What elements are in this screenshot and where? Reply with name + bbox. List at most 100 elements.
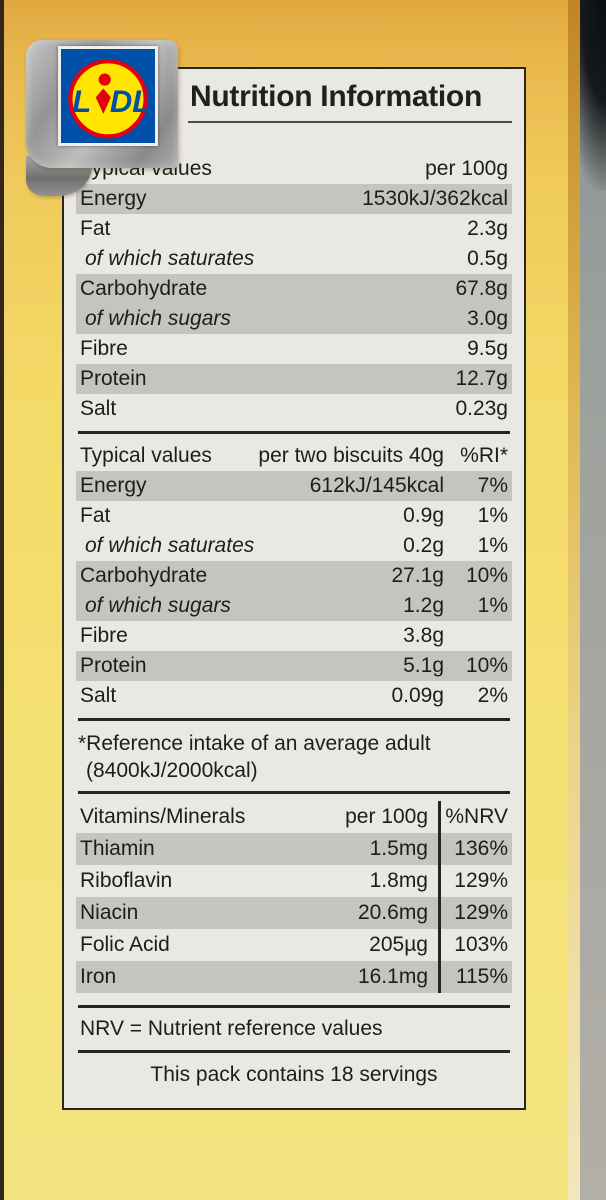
lidl-wordmark-l: L: [72, 84, 91, 119]
footnote-line: *Reference intake of an average adult: [78, 732, 431, 755]
column-header-per-serving: per two biscuits 40g: [258, 444, 444, 468]
nutrient-ri: 2%: [477, 684, 508, 708]
lidl-logo: L DL: [58, 46, 158, 146]
servings-note: This pack contains 18 servings: [150, 1063, 438, 1087]
row-salt: Salt 0.09g 2%: [76, 681, 512, 711]
row-riboflavin: Riboflavin 1.8mg 129%: [76, 865, 512, 897]
row-iron: Iron 16.1mg 115%: [76, 961, 512, 993]
column-header-per-100g: per 100g: [345, 805, 428, 829]
nutrient-value: 612kJ/145kcal: [309, 474, 444, 498]
nutrient-value: 1530kJ/362kcal: [362, 187, 508, 211]
nutrient-value: 3.0g: [467, 307, 508, 331]
table-vitamins-minerals: Vitamins/Minerals per 100g %NRV Thiamin …: [76, 801, 512, 993]
nutrient-nrv: 136%: [438, 833, 512, 865]
nutrient-value: 5.1g: [403, 654, 444, 678]
nutrient-label: of which saturates: [85, 247, 255, 271]
nrv-definition-note: NRV = Nutrient reference values: [80, 1017, 383, 1041]
table-header-row: Typical values per two biscuits 40g %RI*: [76, 441, 512, 471]
section-divider: [78, 1050, 510, 1053]
nutrient-value: 2.3g: [467, 217, 508, 241]
nutrient-value: 205µg: [369, 933, 428, 957]
nutrient-label: Iron: [80, 965, 117, 989]
reference-intake-footnote: *Reference intake of an average adult (8…: [76, 728, 512, 784]
nutrient-value: 12.7g: [455, 367, 508, 391]
section-divider: [78, 1005, 510, 1008]
nutrient-value: 9.5g: [467, 337, 508, 361]
nutrient-value: 1.5mg: [369, 837, 428, 861]
nutrient-label: Protein: [80, 654, 147, 678]
nutrient-label: Energy: [80, 474, 147, 498]
nutrient-label: Salt: [80, 684, 117, 708]
nutrient-label: of which saturates: [85, 534, 255, 558]
row-energy: Energy 612kJ/145kcal 7%: [76, 471, 512, 501]
nutrient-value: 0.9g: [403, 504, 444, 528]
nutrient-label: Folic Acid: [80, 933, 170, 957]
nutrient-label: Niacin: [80, 901, 139, 925]
nutrient-ri: 1%: [477, 534, 508, 558]
row-fat: Fat 2.3g: [76, 214, 512, 244]
row-energy: Energy 1530kJ/362kcal: [76, 184, 512, 214]
row-sugars: of which sugars 3.0g: [76, 304, 512, 334]
row-carbohydrate: Carbohydrate 27.1g 10%: [76, 561, 512, 591]
column-header-per-100g: per 100g: [425, 157, 508, 181]
nutrient-ri: 10%: [465, 654, 508, 678]
section-divider: [78, 791, 510, 794]
nutrient-label: Riboflavin: [80, 869, 173, 893]
nutrient-ri: 10%: [465, 564, 508, 588]
column-header-typical-values: Typical values: [80, 444, 212, 468]
nutrient-value: 16.1mg: [357, 965, 428, 989]
row-salt: Salt 0.23g: [76, 394, 512, 424]
nutrition-panel: Nutrition Information Typical values per…: [62, 67, 526, 1110]
nutrient-label: Thiamin: [80, 837, 155, 861]
box-fold-edge: [568, 0, 580, 1200]
nutrient-nrv: 129%: [438, 897, 512, 929]
nutrient-label: Fat: [80, 217, 111, 241]
table-header-row: Vitamins/Minerals per 100g %NRV: [76, 801, 512, 833]
nutrient-value: 67.8g: [455, 277, 508, 301]
row-carbohydrate: Carbohydrate 67.8g: [76, 274, 512, 304]
nutrient-value: 0.09g: [391, 684, 444, 708]
nutrient-value: 1.2g: [403, 594, 444, 618]
nutrient-label: Protein: [80, 367, 147, 391]
lidl-wordmark-dl: DL: [110, 84, 151, 119]
nutrient-value: 0.2g: [403, 534, 444, 558]
table-per-serving: Typical values per two biscuits 40g %RI*…: [76, 441, 512, 711]
row-thiamin: Thiamin 1.5mg 136%: [76, 833, 512, 865]
nutrient-value: 1.8mg: [369, 869, 428, 893]
nutrient-nrv: 115%: [438, 961, 512, 993]
lidl-logo-icon: L DL: [61, 49, 155, 143]
row-saturates: of which saturates 0.5g: [76, 244, 512, 274]
nutrient-label: of which sugars: [85, 307, 231, 331]
nutrient-value: 3.8g: [403, 624, 444, 648]
footnote-line: (8400kJ/2000kcal): [86, 759, 258, 782]
nutrient-label: Fat: [80, 504, 111, 528]
row-fibre: Fibre 9.5g: [76, 334, 512, 364]
nutrient-ri: 1%: [477, 504, 508, 528]
section-divider: [78, 718, 510, 721]
lidl-logo-i-body: [95, 88, 111, 114]
row-fibre: Fibre 3.8g: [76, 621, 512, 651]
column-header-ri: %RI*: [460, 444, 508, 468]
nutrient-ri: 1%: [477, 594, 508, 618]
column-header-nrv: %NRV: [438, 801, 512, 833]
nutrient-value: 20.6mg: [357, 901, 428, 925]
nutrient-label: Fibre: [80, 337, 128, 361]
row-folic-acid: Folic Acid 205µg 103%: [76, 929, 512, 961]
nutrient-label: Fibre: [80, 624, 128, 648]
column-header-vitamins: Vitamins/Minerals: [80, 805, 246, 829]
row-protein: Protein 5.1g 10%: [76, 651, 512, 681]
row-niacin: Niacin 20.6mg 129%: [76, 897, 512, 929]
nutrient-label: Salt: [80, 397, 117, 421]
section-divider: [78, 431, 510, 434]
row-saturates: of which saturates 0.2g 1%: [76, 531, 512, 561]
nutrient-value: 0.23g: [455, 397, 508, 421]
nutrient-nrv: 103%: [438, 929, 512, 961]
nutrient-ri: 7%: [477, 474, 508, 498]
table-per-100g: Typical values per 100g Energy 1530kJ/36…: [76, 154, 512, 424]
nutrient-value: 27.1g: [391, 564, 444, 588]
nutrient-value: 0.5g: [467, 247, 508, 271]
nutrient-nrv: 129%: [438, 865, 512, 897]
nutrient-label: Carbohydrate: [80, 277, 208, 301]
title-underline: [188, 121, 512, 123]
lidl-logo-i-dot: [98, 73, 111, 86]
